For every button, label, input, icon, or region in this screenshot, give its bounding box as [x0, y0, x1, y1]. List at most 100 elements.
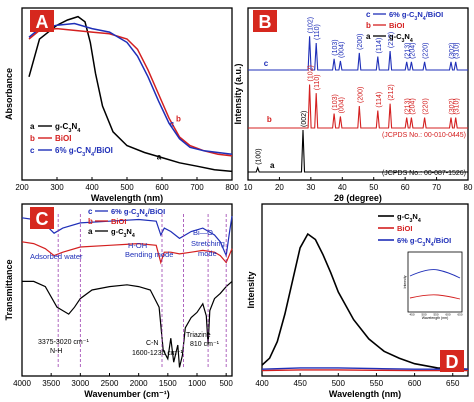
legend-letter: c: [366, 10, 371, 19]
series-line-0: [28, 15, 233, 173]
legend-label: BiOI: [111, 217, 126, 226]
peak-label: (102): [308, 17, 315, 33]
peak-label: (213): [405, 43, 412, 59]
inset-y-label: Intensity: [403, 275, 407, 288]
y-axis-label: Intensity (a.u.): [233, 63, 243, 124]
panel-label-A: A: [36, 12, 49, 32]
legend-label: BiOI: [397, 224, 412, 233]
peak-label: (220): [423, 43, 430, 59]
peak-label: (310): [454, 43, 461, 59]
peak-label: (004): [338, 97, 345, 113]
pl-line-2: [261, 367, 468, 370]
curve-label: b: [176, 115, 181, 124]
series-line-1: [28, 27, 233, 157]
curve-label: c: [170, 120, 175, 129]
x-tick-label: 700: [190, 183, 204, 192]
x-tick-label: 1500: [159, 379, 177, 388]
inset-tick-label: 500: [421, 313, 426, 317]
curve-letter-a: a: [270, 161, 275, 170]
x-tick-label: 500: [120, 183, 134, 192]
x-tick-label: 3000: [71, 379, 89, 388]
x-tick-label: 4000: [13, 379, 31, 388]
curve-letter-b: b: [267, 115, 272, 124]
x-tick-label: 70: [432, 183, 441, 192]
legend-letter: a: [366, 32, 371, 41]
legend-label: g-C3N4: [111, 227, 135, 239]
peak-label: (212): [388, 84, 395, 100]
jcpds-label-gc3n4: (JCPDS No.: 00-087-1526): [382, 170, 466, 177]
xrd-pattern-2: [248, 129, 468, 173]
inset-line-blue: [409, 269, 461, 279]
x-tick-label: 2500: [101, 379, 119, 388]
peak-label: (002): [301, 111, 308, 127]
inset-x-label: Wavelength (nm): [422, 316, 449, 320]
legend-letter: a: [30, 122, 35, 131]
x-tick-label: 60: [401, 183, 410, 192]
legend-letter: c: [88, 207, 93, 216]
annotation-h-oh: H-OH: [128, 241, 147, 250]
peak-label: (004): [338, 42, 345, 58]
peak-label: (213): [405, 98, 412, 114]
inset-frame: [407, 251, 463, 313]
x-tick-label: 10: [244, 183, 253, 192]
panel-label-B: B: [259, 12, 272, 32]
legend-letter: b: [366, 21, 371, 30]
jcpds-label-biOI: (JCPDS No.: 00-010-0445): [382, 132, 466, 139]
plot-frame: [21, 7, 233, 181]
annotation-bi-o: Bi—O: [193, 228, 213, 237]
x-tick-label: 80: [464, 183, 473, 192]
y-axis-label: Absorbance: [4, 68, 14, 120]
pl-line-0: [261, 232, 469, 370]
x-axis-label: Wavenumber (cm⁻¹): [84, 389, 169, 399]
series-line-2: [28, 22, 233, 155]
x-tick-label: 200: [15, 183, 29, 192]
ftir-line-1: [21, 241, 233, 265]
annotation-cn-range: 1600-1230 cm⁻¹: [132, 350, 183, 357]
peak-label: (212): [388, 32, 395, 48]
x-tick-label: 3500: [42, 379, 60, 388]
x-tick-label: 2000: [130, 379, 148, 388]
annotation-cn: C-N: [146, 340, 158, 347]
curve-label: a: [157, 152, 162, 161]
peak-label: (103): [332, 94, 339, 110]
annotation-mode: mode: [198, 249, 217, 258]
x-tick-label: 650: [446, 379, 460, 388]
x-tick-label: 400: [255, 379, 269, 388]
panel-label-C: C: [36, 209, 49, 229]
panel-label-box: [30, 10, 54, 32]
peak-label: (204): [409, 43, 416, 59]
x-tick-label: 550: [370, 379, 384, 388]
x-tick-label: 500: [219, 379, 233, 388]
peak-label: (200): [357, 87, 364, 103]
peak-label: (204): [409, 98, 416, 114]
x-tick-label: 400: [85, 183, 99, 192]
x-tick-label: 600: [408, 379, 422, 388]
panel-label-D: D: [446, 352, 459, 372]
legend-label: 6% g-C3N4/BiOI: [397, 236, 451, 248]
panel-label-box: [253, 10, 277, 32]
x-tick-label: 300: [50, 183, 64, 192]
legend-letter: a: [88, 227, 93, 236]
legend-label: BiOI: [389, 21, 404, 30]
legend-label: g-C3N4: [397, 212, 421, 224]
annotation-nh-range: 3375-3020 cm⁻¹: [38, 339, 89, 346]
x-axis-label: Wavelength (nm): [329, 389, 401, 399]
x-tick-label: 20: [275, 183, 284, 192]
peak-label: (100): [256, 148, 263, 164]
panel-label-box: [30, 207, 54, 229]
inset-line-red: [409, 294, 461, 300]
peak-label: (114): [376, 92, 383, 108]
peak-label: (302): [449, 43, 456, 59]
inset-tick-label: 650: [457, 313, 462, 317]
peak-label: (102): [308, 65, 315, 81]
ftir-line-0: [21, 215, 233, 258]
annotation-triazine: Triazine: [186, 332, 211, 339]
peak-label: (114): [376, 38, 383, 54]
plot-frame: [247, 7, 469, 181]
peak-label: (302): [449, 98, 456, 114]
legend-letter: b: [30, 134, 35, 143]
inset-tick-label: 600: [445, 313, 450, 317]
x-axis-label: Wavelength (nm): [91, 193, 163, 203]
inset-tick-label: 450: [409, 313, 414, 317]
